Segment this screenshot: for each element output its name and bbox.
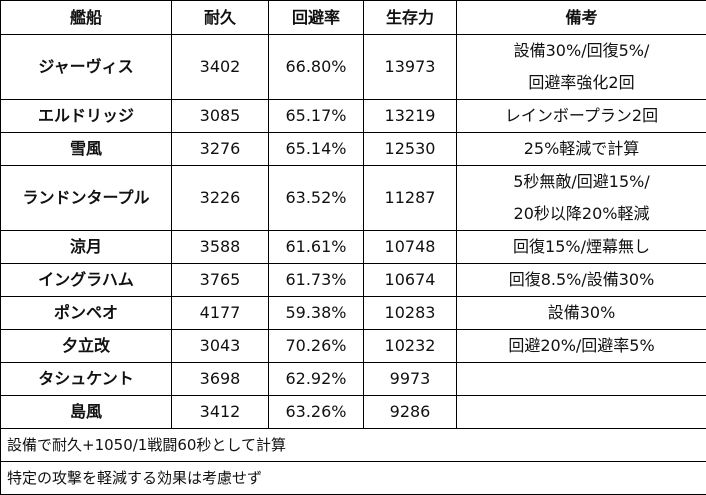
table-row: イングラハム 3765 61.73% 10674 回復8.5%/設備30% bbox=[1, 264, 706, 297]
footnote-row: 特定の攻撃を軽減する効果は考慮せず bbox=[1, 462, 706, 495]
footnote-row: 設備で耐久+1050/1戦闘60秒として計算 bbox=[1, 429, 706, 462]
cell-evasion[interactable]: 59.38% bbox=[269, 297, 364, 330]
cell-evasion[interactable]: 66.80% bbox=[269, 35, 364, 100]
cell-durability[interactable]: 3765 bbox=[172, 264, 269, 297]
cell-durability[interactable]: 3043 bbox=[172, 330, 269, 363]
table-row: ポンペオ 4177 59.38% 10283 設備30% bbox=[1, 297, 706, 330]
header-ship[interactable]: 艦船 bbox=[1, 1, 172, 35]
header-row: 艦船 耐久 回避率 生存力 備考 bbox=[1, 1, 706, 35]
cell-notes[interactable] bbox=[457, 363, 706, 396]
note-line: 回復15%/煙幕無し bbox=[457, 231, 706, 263]
cell-survival[interactable]: 10748 bbox=[364, 231, 457, 264]
cell-notes[interactable]: レインボープラン2回 bbox=[457, 100, 706, 133]
cell-survival[interactable]: 9973 bbox=[364, 363, 457, 396]
cell-evasion[interactable]: 65.14% bbox=[269, 133, 364, 166]
cell-survival[interactable]: 9286 bbox=[364, 396, 457, 429]
cell-notes[interactable] bbox=[457, 396, 706, 429]
cell-notes[interactable]: 設備30% bbox=[457, 297, 706, 330]
note-line: 設備30%/回復5%/ bbox=[457, 35, 706, 67]
cell-survival[interactable]: 11287 bbox=[364, 166, 457, 231]
spreadsheet: 艦船 耐久 回避率 生存力 備考 ジャーヴィス 3402 66.80% 1397… bbox=[0, 0, 706, 484]
table-row: ジャーヴィス 3402 66.80% 13973 設備30%/回復5%/ 回避率… bbox=[1, 35, 706, 100]
table-row: 夕立改 3043 70.26% 10232 回避20%/回避率5% bbox=[1, 330, 706, 363]
cell-evasion[interactable]: 65.17% bbox=[269, 100, 364, 133]
cell-durability[interactable]: 4177 bbox=[172, 297, 269, 330]
cell-notes[interactable]: 設備30%/回復5%/ 回避率強化2回 bbox=[457, 35, 706, 100]
cell-evasion[interactable]: 62.92% bbox=[269, 363, 364, 396]
cell-durability[interactable]: 3588 bbox=[172, 231, 269, 264]
cell-notes[interactable]: 回復8.5%/設備30% bbox=[457, 264, 706, 297]
table-row: エルドリッジ 3085 65.17% 13219 レインボープラン2回 bbox=[1, 100, 706, 133]
cell-durability[interactable]: 3276 bbox=[172, 133, 269, 166]
note-line: 25%軽減で計算 bbox=[457, 133, 706, 165]
cell-durability[interactable]: 3402 bbox=[172, 35, 269, 100]
footnote-1[interactable]: 設備で耐久+1050/1戦闘60秒として計算 bbox=[1, 429, 706, 462]
cell-survival[interactable]: 10283 bbox=[364, 297, 457, 330]
header-survival[interactable]: 生存力 bbox=[364, 1, 457, 35]
cell-durability[interactable]: 3698 bbox=[172, 363, 269, 396]
cell-ship[interactable]: 涼月 bbox=[1, 231, 172, 264]
cell-ship[interactable]: 夕立改 bbox=[1, 330, 172, 363]
table-row: ランドンタープル 3226 63.52% 11287 5秒無敵/回避15%/ 2… bbox=[1, 166, 706, 231]
cell-survival[interactable]: 12530 bbox=[364, 133, 457, 166]
note-line: 回避20%/回避率5% bbox=[457, 330, 706, 362]
note-line: 設備30% bbox=[457, 297, 706, 329]
cell-ship[interactable]: イングラハム bbox=[1, 264, 172, 297]
cell-survival[interactable]: 13219 bbox=[364, 100, 457, 133]
cell-ship[interactable]: ランドンタープル bbox=[1, 166, 172, 231]
cell-notes[interactable]: 回復15%/煙幕無し bbox=[457, 231, 706, 264]
cell-notes[interactable]: 回避20%/回避率5% bbox=[457, 330, 706, 363]
note-line: レインボープラン2回 bbox=[457, 100, 706, 132]
table-row: 雪風 3276 65.14% 12530 25%軽減で計算 bbox=[1, 133, 706, 166]
cell-durability[interactable]: 3412 bbox=[172, 396, 269, 429]
cell-survival[interactable]: 10232 bbox=[364, 330, 457, 363]
header-evasion[interactable]: 回避率 bbox=[269, 1, 364, 35]
cell-notes[interactable]: 25%軽減で計算 bbox=[457, 133, 706, 166]
note-line: 20秒以降20%軽減 bbox=[457, 198, 706, 230]
cell-survival[interactable]: 13973 bbox=[364, 35, 457, 100]
header-notes[interactable]: 備考 bbox=[457, 1, 706, 35]
cell-evasion[interactable]: 63.26% bbox=[269, 396, 364, 429]
cell-evasion[interactable]: 61.73% bbox=[269, 264, 364, 297]
cell-ship[interactable]: タシュケント bbox=[1, 363, 172, 396]
cell-ship[interactable]: 島風 bbox=[1, 396, 172, 429]
cell-ship[interactable]: 雪風 bbox=[1, 133, 172, 166]
cell-notes[interactable]: 5秒無敵/回避15%/ 20秒以降20%軽減 bbox=[457, 166, 706, 231]
cell-evasion[interactable]: 63.52% bbox=[269, 166, 364, 231]
note-line: 回避率強化2回 bbox=[457, 67, 706, 99]
note-line: 5秒無敵/回避15%/ bbox=[457, 166, 706, 198]
footnote-2[interactable]: 特定の攻撃を軽減する効果は考慮せず bbox=[1, 462, 706, 495]
table-row: タシュケント 3698 62.92% 9973 bbox=[1, 363, 706, 396]
cell-evasion[interactable]: 61.61% bbox=[269, 231, 364, 264]
cell-ship[interactable]: エルドリッジ bbox=[1, 100, 172, 133]
header-durability[interactable]: 耐久 bbox=[172, 1, 269, 35]
cell-ship[interactable]: ジャーヴィス bbox=[1, 35, 172, 100]
cell-ship[interactable]: ポンペオ bbox=[1, 297, 172, 330]
cell-durability[interactable]: 3226 bbox=[172, 166, 269, 231]
table-row: 涼月 3588 61.61% 10748 回復15%/煙幕無し bbox=[1, 231, 706, 264]
note-line: 回復8.5%/設備30% bbox=[457, 264, 706, 296]
cell-evasion[interactable]: 70.26% bbox=[269, 330, 364, 363]
cell-survival[interactable]: 10674 bbox=[364, 264, 457, 297]
cell-durability[interactable]: 3085 bbox=[172, 100, 269, 133]
table-row: 島風 3412 63.26% 9286 bbox=[1, 396, 706, 429]
